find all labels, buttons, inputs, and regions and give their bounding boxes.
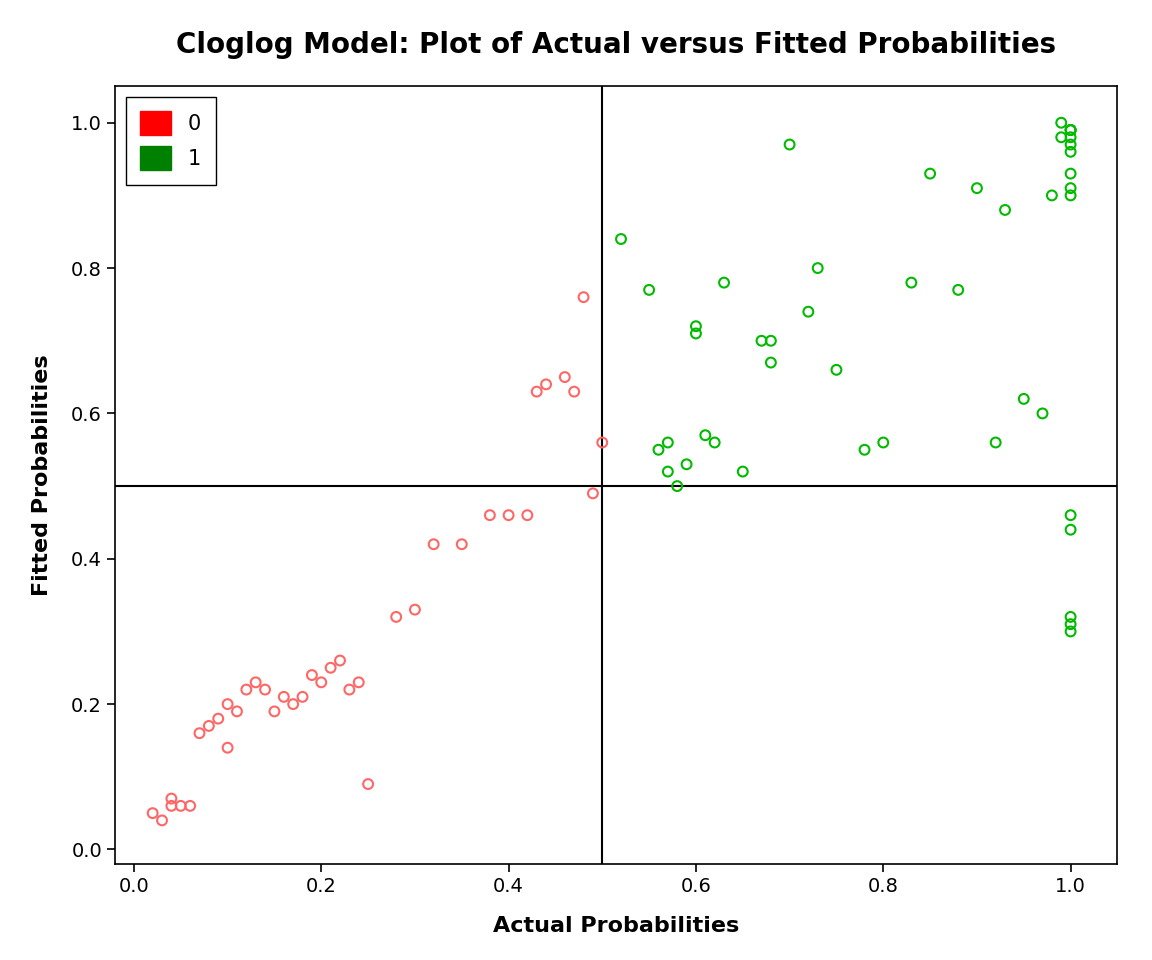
Point <box>968 180 986 196</box>
Point <box>480 508 499 523</box>
Point <box>256 682 274 697</box>
Point <box>172 798 190 813</box>
Point <box>1061 144 1079 159</box>
Point <box>453 537 471 552</box>
Point <box>162 798 181 813</box>
Legend: 0, 1: 0, 1 <box>126 97 215 184</box>
Point <box>827 362 846 377</box>
Point <box>687 325 705 341</box>
Point <box>705 435 723 450</box>
Point <box>687 319 705 334</box>
Point <box>659 435 677 450</box>
Point <box>1061 137 1079 153</box>
Point <box>1061 122 1079 137</box>
Point <box>612 231 630 247</box>
Point <box>659 464 677 479</box>
Point <box>219 696 237 711</box>
Point <box>639 282 658 298</box>
Point <box>1061 610 1079 625</box>
Point <box>1061 130 1079 145</box>
Point <box>668 478 687 493</box>
Point <box>265 704 283 719</box>
Point <box>1061 166 1079 181</box>
Point <box>294 689 312 705</box>
Point <box>799 304 818 320</box>
Point <box>715 275 734 290</box>
Point <box>537 376 555 392</box>
Point <box>312 675 331 690</box>
Point <box>340 682 358 697</box>
Point <box>1043 188 1061 204</box>
Point <box>995 203 1014 218</box>
Point <box>199 718 218 733</box>
Point <box>1061 188 1079 204</box>
Point <box>1061 122 1079 137</box>
Point <box>528 384 546 399</box>
Point <box>1061 624 1079 639</box>
Point <box>809 260 827 276</box>
Point <box>181 798 199 813</box>
Point <box>219 740 237 756</box>
Point <box>321 660 340 676</box>
Point <box>1015 392 1033 407</box>
Point <box>274 689 293 705</box>
Point <box>1061 122 1079 137</box>
Point <box>902 275 920 290</box>
Point <box>855 443 873 458</box>
X-axis label: Actual Probabilities: Actual Probabilities <box>493 916 740 936</box>
Point <box>387 610 406 625</box>
Point <box>518 508 537 523</box>
Point <box>144 805 162 821</box>
Point <box>283 696 302 711</box>
Point <box>575 290 593 305</box>
Point <box>359 777 378 792</box>
Point <box>780 137 798 153</box>
Point <box>162 791 181 806</box>
Point <box>761 355 780 371</box>
Point <box>1052 130 1070 145</box>
Point <box>677 457 696 472</box>
Point <box>424 537 442 552</box>
Point <box>650 443 668 458</box>
Point <box>247 675 265 690</box>
Point <box>331 653 349 668</box>
Point <box>349 675 367 690</box>
Point <box>237 682 256 697</box>
Point <box>696 427 714 443</box>
Point <box>874 435 893 450</box>
Point <box>584 486 602 501</box>
Point <box>752 333 771 348</box>
Point <box>555 370 574 385</box>
Point <box>949 282 968 298</box>
Point <box>228 704 247 719</box>
Point <box>593 435 612 450</box>
Point <box>499 508 517 523</box>
Point <box>1061 508 1079 523</box>
Point <box>1052 115 1070 131</box>
Point <box>564 384 583 399</box>
Point <box>303 667 321 683</box>
Point <box>734 464 752 479</box>
Point <box>209 711 227 727</box>
Point <box>1061 180 1079 196</box>
Point <box>153 813 172 828</box>
Y-axis label: Fitted Probabilities: Fitted Probabilities <box>32 354 52 596</box>
Point <box>190 726 209 741</box>
Point <box>920 166 939 181</box>
Point <box>1033 406 1052 421</box>
Point <box>1061 522 1079 538</box>
Point <box>761 333 780 348</box>
Point <box>1061 616 1079 632</box>
Point <box>406 602 424 617</box>
Title: Cloglog Model: Plot of Actual versus Fitted Probabilities: Cloglog Model: Plot of Actual versus Fit… <box>176 31 1056 60</box>
Point <box>986 435 1005 450</box>
